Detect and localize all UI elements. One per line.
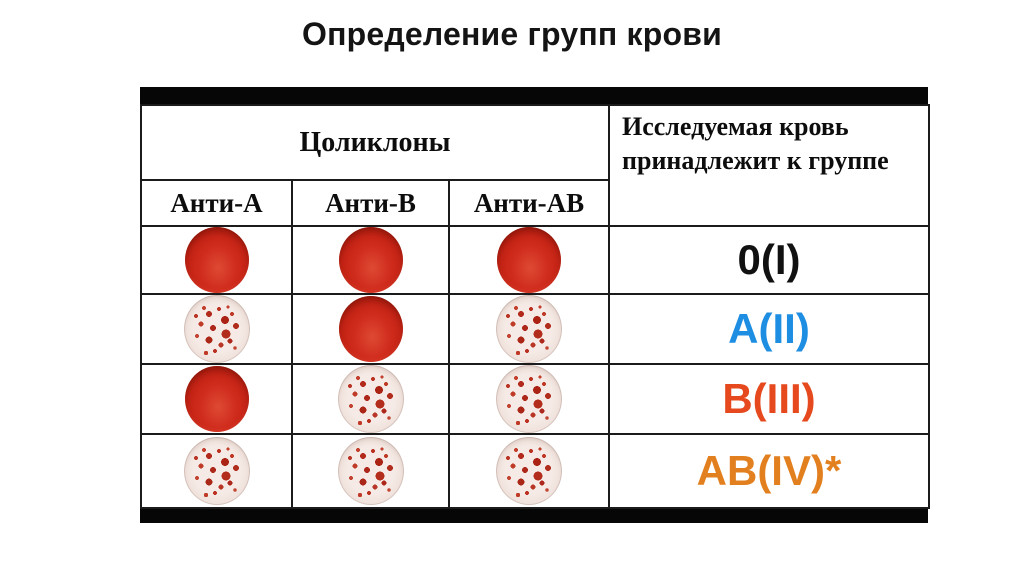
header-anti-b: Анти-В — [291, 179, 450, 227]
drop-cell — [448, 433, 610, 509]
table-bottom-bar — [140, 509, 928, 523]
blood-drop — [496, 366, 562, 432]
page-title: Определение групп крови — [302, 16, 722, 52]
header-coliclones: Цоликлоны — [140, 104, 610, 181]
drop-cell — [291, 433, 450, 509]
table-top-bar — [140, 87, 928, 104]
drop-cell — [291, 363, 450, 435]
table-row-group-B: B(III) — [140, 363, 930, 435]
drop-cell — [140, 293, 293, 365]
blood-drop — [337, 437, 404, 505]
table-row-group-AB: AB(IV)* — [140, 433, 930, 509]
header-row-coliclones: Цоликлоны Исследуемая кровь принадлежит … — [140, 104, 930, 227]
group-label-0I: 0(I) — [608, 225, 930, 295]
drop-cell — [140, 363, 293, 435]
blood-drop — [184, 228, 249, 292]
group-label-ABIV: AB(IV)* — [608, 433, 930, 509]
blood-group-table: Цоликлоны Исследуемая кровь принадлежит … — [140, 87, 930, 523]
drop-cell — [140, 433, 293, 509]
blood-drop — [184, 366, 249, 432]
table-row-group-0: 0(I) — [140, 225, 930, 295]
drop-cell — [448, 363, 610, 435]
blood-drop — [183, 437, 250, 505]
blood-drop — [496, 296, 562, 362]
blood-drop — [496, 437, 562, 505]
drop-cell — [291, 225, 450, 295]
drop-cell — [448, 225, 610, 295]
header-result-group: Исследуемая кровь принадлежит к группе — [608, 104, 930, 227]
drop-cell — [291, 293, 450, 365]
blood-drop — [337, 366, 404, 432]
group-label-BIII: B(III) — [608, 363, 930, 435]
determination-table: Цоликлоны Исследуемая кровь принадлежит … — [140, 104, 930, 509]
group-label-AII: A(II) — [608, 293, 930, 365]
table-row-group-A: A(II) — [140, 293, 930, 365]
drop-cell — [140, 225, 293, 295]
blood-drop — [497, 228, 561, 292]
header-anti-a: Анти-А — [140, 179, 293, 227]
blood-drop — [338, 228, 403, 292]
header-anti-ab: Анти-АВ — [448, 179, 610, 227]
header-row-anti: Анти-А Анти-В Анти-АВ — [140, 179, 929, 227]
blood-drop — [183, 296, 250, 362]
drop-cell — [448, 293, 610, 365]
blood-drop — [338, 296, 403, 362]
